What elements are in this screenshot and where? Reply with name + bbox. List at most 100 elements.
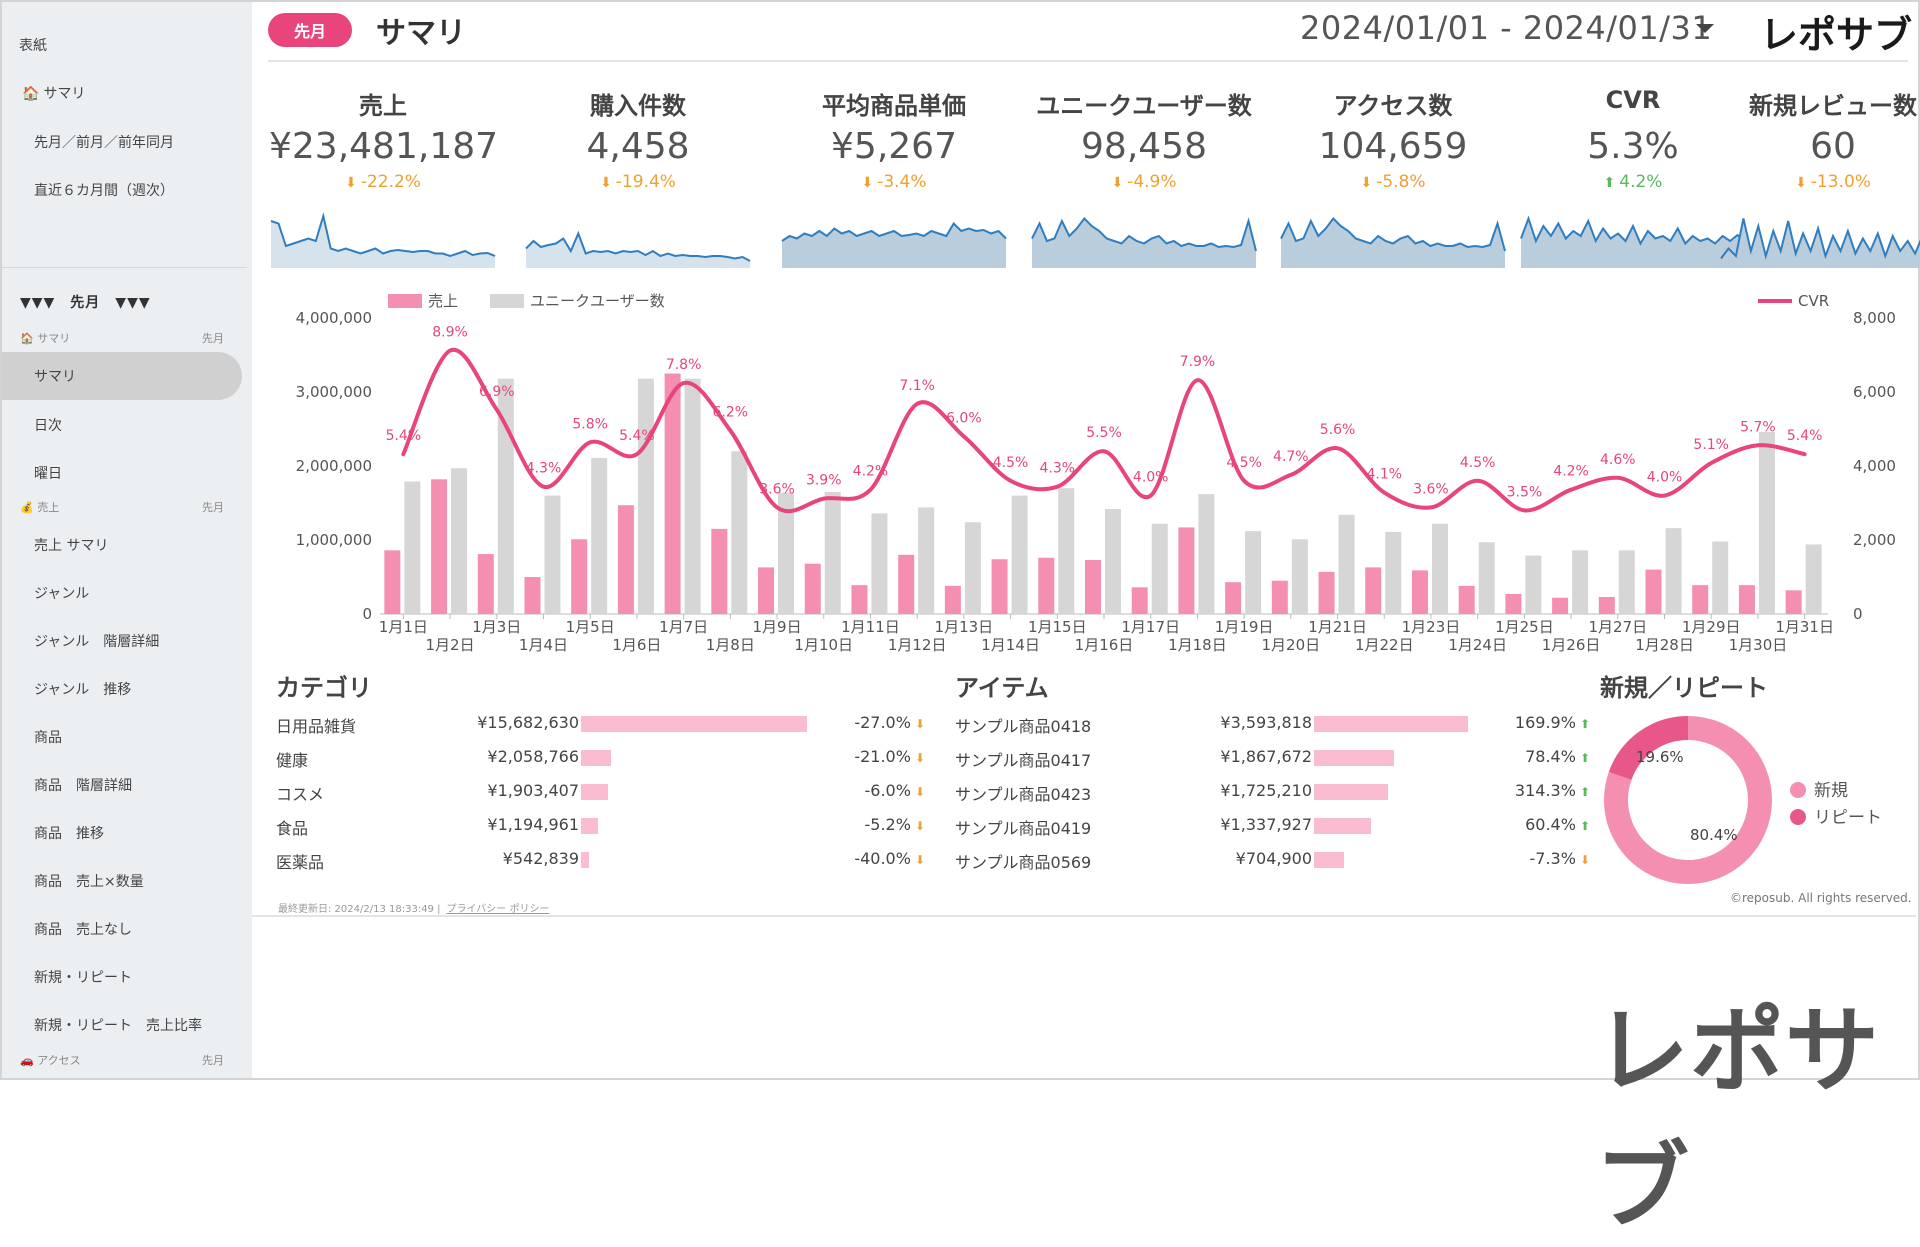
bar-sales xyxy=(804,563,821,614)
kpi-label: 購入件数 xyxy=(590,92,686,120)
cvr-data-label: 4.2% xyxy=(1553,464,1589,480)
list-item[interactable]: 健康 ¥2,058,766 -21.0% ⬇ xyxy=(276,743,945,773)
cvr-data-label: 6.9% xyxy=(479,384,515,400)
list-item[interactable]: サンプル商品0417 ¥1,867,672 78.4% ⬆ xyxy=(955,743,1610,773)
chevron-down-icon[interactable] xyxy=(1696,24,1714,33)
list-item-name: 食品 xyxy=(276,819,309,838)
arrow-up-icon: ⬆ xyxy=(1579,717,1590,731)
cvr-data-label: 7.1% xyxy=(899,378,935,394)
kpi-change: ⬇ -5.8% xyxy=(1360,172,1426,192)
list-item[interactable]: 食品 ¥1,194,961 -5.2% ⬇ xyxy=(276,811,945,841)
sparkline-line xyxy=(270,212,496,258)
list-item-value: ¥1,903,407 xyxy=(487,781,579,800)
kpi-value: ¥23,481,187 xyxy=(269,126,499,167)
bar-users xyxy=(1758,431,1775,614)
list-item[interactable]: 日用品雑貨 ¥15,682,630 -27.0% ⬇ xyxy=(276,709,945,739)
x-tick-label: 1月29日 xyxy=(1682,618,1741,636)
dashboard-frame xyxy=(0,0,1920,1080)
bar-sales xyxy=(851,585,868,614)
bar-sales xyxy=(1318,571,1335,614)
donut-slice-new xyxy=(1604,716,1772,884)
cvr-data-label: 4.5% xyxy=(1226,455,1262,471)
sparkline-line xyxy=(1720,218,1920,260)
list-item-change: -40.0% ⬇ xyxy=(854,849,925,868)
list-item-name: 日用品雑貨 xyxy=(276,717,357,736)
arrow-down-icon: ⬇ xyxy=(861,175,874,191)
list-item[interactable]: サンプル商品0418 ¥3,593,818 169.9% ⬆ xyxy=(955,709,1610,739)
bar-sales xyxy=(1365,567,1382,614)
y-right-tick-label: 8,000 xyxy=(1853,309,1896,327)
new-repeat-title: 新規／リピート xyxy=(1600,674,1768,702)
x-tick-label: 1月31日 xyxy=(1775,618,1834,636)
list-item[interactable]: サンプル商品0419 ¥1,337,927 60.4% ⬆ xyxy=(955,811,1610,841)
cvr-data-label: 5.5% xyxy=(1086,425,1122,441)
list-item[interactable]: 医薬品 ¥542,839 -40.0% ⬇ xyxy=(276,845,945,875)
list-item-name: サンプル商品0417 xyxy=(955,751,1092,770)
bar-users xyxy=(451,468,468,614)
x-tick-label: 1月24日 xyxy=(1448,636,1507,654)
list-item-value: ¥1,337,927 xyxy=(1220,815,1312,834)
list-item[interactable]: サンプル商品0423 ¥1,725,210 314.3% ⬆ xyxy=(955,777,1610,807)
arrow-down-icon: ⬇ xyxy=(1579,853,1590,867)
bar-users xyxy=(964,522,981,614)
list-item-name: サンプル商品0419 xyxy=(955,819,1092,838)
bar-sales xyxy=(1552,597,1569,614)
sparkline-line xyxy=(1280,216,1506,252)
bar-sales xyxy=(711,528,728,614)
y-right-tick-label: 6,000 xyxy=(1853,383,1896,401)
x-tick-label: 1月6日 xyxy=(612,636,661,654)
list-item[interactable]: サンプル商品0569 ¥704,900 -7.3% ⬇ xyxy=(955,845,1610,875)
bar-users xyxy=(824,491,841,614)
sidebar-item-summary[interactable]: サマリ xyxy=(2,352,242,400)
bar-sales xyxy=(384,550,401,614)
arrow-up-icon: ⬆ xyxy=(1579,785,1590,799)
legend-new: 新規 xyxy=(1790,776,1848,801)
bar-users xyxy=(544,495,561,614)
bar-sales xyxy=(1131,587,1148,614)
list-item-value: ¥1,194,961 xyxy=(487,815,579,834)
kpi-value: ¥5,267 xyxy=(831,126,957,167)
arrow-down-icon: ⬇ xyxy=(1795,175,1807,191)
cvr-data-label: 3.9% xyxy=(806,473,842,489)
sparkline-area xyxy=(1281,218,1505,268)
x-tick-label: 1月12日 xyxy=(888,636,947,654)
list-item-bar xyxy=(1314,716,1468,732)
legend-label-sales: 売上 xyxy=(428,292,458,310)
sparkline-area xyxy=(526,233,750,268)
list-item[interactable]: コスメ ¥1,903,407 -6.0% ⬇ xyxy=(276,777,945,807)
x-tick-label: 1月28日 xyxy=(1635,636,1694,654)
cvr-data-label: 4.5% xyxy=(1460,455,1496,471)
bar-users xyxy=(1385,531,1402,614)
kpi-sparkline xyxy=(1280,216,1506,268)
date-range-select[interactable]: 2024/01/01 - 2024/01/31 xyxy=(1300,9,1713,47)
y-right-tick-label: 2,000 xyxy=(1853,531,1896,549)
legend-repeat: リピート xyxy=(1790,803,1882,828)
x-tick-label: 1月3日 xyxy=(472,618,521,636)
x-tick-label: 1月17日 xyxy=(1121,618,1180,636)
privacy-link[interactable]: プライバシー ポリシー xyxy=(446,904,550,915)
kpi-card: 平均商品単価 ¥5,267 ⬇ -3.4% xyxy=(780,86,1008,194)
list-item-value: ¥3,593,818 xyxy=(1220,713,1312,732)
brand-watermark: レポサブ xyxy=(1595,997,1881,1242)
arrow-down-icon: ⬇ xyxy=(914,819,925,833)
kpi-sparkline xyxy=(1720,218,1920,268)
list-item-change: 314.3% ⬆ xyxy=(1514,781,1590,800)
y-left-tick-label: 3,000,000 xyxy=(296,383,372,401)
x-tick-label: 1月7日 xyxy=(659,618,708,636)
arrow-down-icon: ⬇ xyxy=(914,751,925,765)
bar-users xyxy=(871,513,888,614)
period-badge[interactable]: 先月 xyxy=(268,13,352,47)
list-item-name: コスメ xyxy=(276,785,325,804)
bar-users xyxy=(731,451,748,614)
kpi-value: 5.3% xyxy=(1587,126,1679,167)
sparkline-area xyxy=(271,216,495,268)
cvr-data-label: 6.0% xyxy=(946,410,982,426)
kpi-value: 60 xyxy=(1810,126,1856,167)
bar-sales xyxy=(1598,596,1615,614)
donut-label-repeat: 19.6% xyxy=(1636,748,1684,766)
x-tick-label: 1月27日 xyxy=(1588,618,1647,636)
list-item-name: 健康 xyxy=(276,751,309,770)
new-repeat-donut: 19.6% 80.4% xyxy=(1604,716,1772,884)
bar-sales xyxy=(1038,557,1055,614)
legend-label-cvr: CVR xyxy=(1798,292,1829,310)
